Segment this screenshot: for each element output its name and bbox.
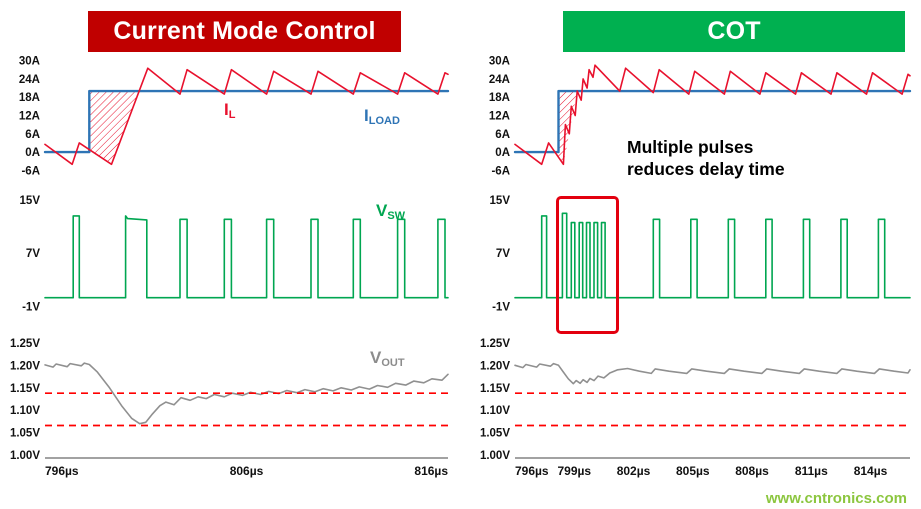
- cot-vsw-ytick: -1V: [492, 301, 510, 313]
- cot-vsw-plot: 15V 7V -1V: [490, 195, 911, 313]
- cmc-current-hatch-region: [89, 91, 140, 165]
- cot-vsw-series-V_SW: [514, 212, 911, 299]
- watermark-text: www.cntronics.com: [765, 490, 907, 507]
- il-label-sub: L: [228, 108, 236, 121]
- cmc-vsw-ytick: 7V: [26, 248, 40, 260]
- cot-vout-xtick: 814µs: [854, 464, 888, 478]
- cot-vout-xtick: 811µs: [795, 464, 828, 478]
- cmc-current-ytick: 0A: [25, 147, 40, 159]
- cot-current-ytick: -6A: [491, 165, 510, 177]
- switch-node-voltage-label: VSW: [376, 201, 405, 222]
- cmc-vout-series-V_OUT: [44, 362, 449, 425]
- multiple-pulses-highlight-box: [556, 196, 619, 334]
- cot-vout-xtick: 796µs: [515, 464, 549, 478]
- cmc-vout-ytick: 1.10V: [10, 405, 40, 417]
- cot-vout-xtick: 802µs: [617, 464, 651, 478]
- cot-current-hatch-region: [558, 91, 578, 165]
- cot-current-series-I_LOAD: [513, 89, 912, 154]
- cmc-current-ytick: 18A: [19, 92, 40, 104]
- cot-vout-ytick: 1.20V: [480, 360, 510, 372]
- cmc-current-series-I_L: [44, 67, 449, 166]
- iload-label-sub: LOAD: [368, 114, 400, 127]
- cot-current-ytick: 6A: [495, 129, 510, 141]
- vout-label-sub: OUT: [381, 356, 405, 369]
- iload-label-base: I: [364, 106, 369, 125]
- cmc-current-ytick: 6A: [25, 129, 40, 141]
- cmc-vout-plot: 1.25V 1.20V 1.15V 1.10V 1.05V 1.00V 796µs 806µs…: [10, 338, 449, 478]
- cot-vsw-ytick: 15V: [490, 195, 511, 207]
- cmc-vsw-series-V_SW: [44, 215, 449, 299]
- multiple-pulses-annotation: Multiple pulses reduces delay time: [627, 136, 785, 181]
- cot-vout-xtick: 799µs: [557, 464, 591, 478]
- cmc-current-ytick: 12A: [19, 111, 40, 123]
- cot-vout-ytick: 1.25V: [480, 338, 510, 350]
- cmc-current-ytick: 30A: [19, 56, 40, 68]
- cot-vout-ytick: 1.05V: [480, 428, 510, 440]
- cmc-vout-xtick: 816µs: [414, 464, 448, 478]
- cmc-vout-ytick: 1.20V: [10, 360, 40, 372]
- inductor-current-label: IL: [224, 100, 235, 121]
- cmc-current-ytick: -6A: [21, 165, 40, 177]
- cmc-vout-ytick: 1.05V: [10, 428, 40, 440]
- annotation-line-1: Multiple pulses: [627, 137, 754, 157]
- cot-current-series-I_L: [514, 64, 911, 166]
- cot-vout-xtick: 805µs: [676, 464, 710, 478]
- cmc-current-plot: 30A 24A 18A 12A 6A 0A -6A: [19, 56, 450, 177]
- cmc-vout-ytick: 1.15V: [10, 383, 40, 395]
- cot-current-ytick: 18A: [489, 92, 510, 104]
- cot-current-plot: 30A 24A 18A 12A 6A 0A -6A: [489, 56, 912, 177]
- annotation-line-2: reduces delay time: [627, 159, 785, 180]
- cmc-vsw-ytick: 15V: [20, 195, 41, 207]
- vsw-label-sub: SW: [387, 209, 406, 222]
- cot-current-ytick: 0A: [495, 147, 510, 159]
- cot-vout-ytick: 1.00V: [480, 450, 510, 462]
- cmc-current-series-I_LOAD: [43, 89, 450, 154]
- panel-title-current-mode-control: Current Mode Control: [88, 11, 401, 52]
- cmc-current-ytick: 24A: [19, 74, 40, 86]
- cot-vout-ytick: 1.15V: [480, 383, 510, 395]
- cmc-vsw-plot: 15V 7V -1V: [20, 195, 449, 313]
- cot-vout-xtick: 808µs: [735, 464, 769, 478]
- cot-vsw-ytick: 7V: [496, 248, 510, 260]
- il-label-base: I: [224, 100, 229, 119]
- vsw-label-base: V: [376, 201, 388, 220]
- cot-vout-series-V_OUT: [514, 362, 911, 385]
- vout-label-base: V: [370, 348, 382, 367]
- cmc-vout-ytick: 1.00V: [10, 450, 40, 462]
- cmc-vout-ytick: 1.25V: [10, 338, 40, 350]
- cot-current-ytick: 30A: [489, 56, 510, 68]
- cot-current-ytick: 24A: [489, 74, 510, 86]
- panel-title-cot: COT: [563, 11, 905, 52]
- cmc-vout-xtick: 796µs: [45, 464, 79, 478]
- cmc-vout-xtick: 806µs: [230, 464, 264, 478]
- cmc-vsw-ytick: -1V: [22, 301, 40, 313]
- cot-current-ytick: 12A: [489, 111, 510, 123]
- output-voltage-label: VOUT: [370, 348, 405, 369]
- cot-vout-plot: 1.25V 1.20V 1.15V 1.10V 1.05V 1.00V 796µs 799µs…: [480, 338, 911, 478]
- load-current-label: ILOAD: [364, 106, 400, 127]
- cot-vout-ytick: 1.10V: [480, 405, 510, 417]
